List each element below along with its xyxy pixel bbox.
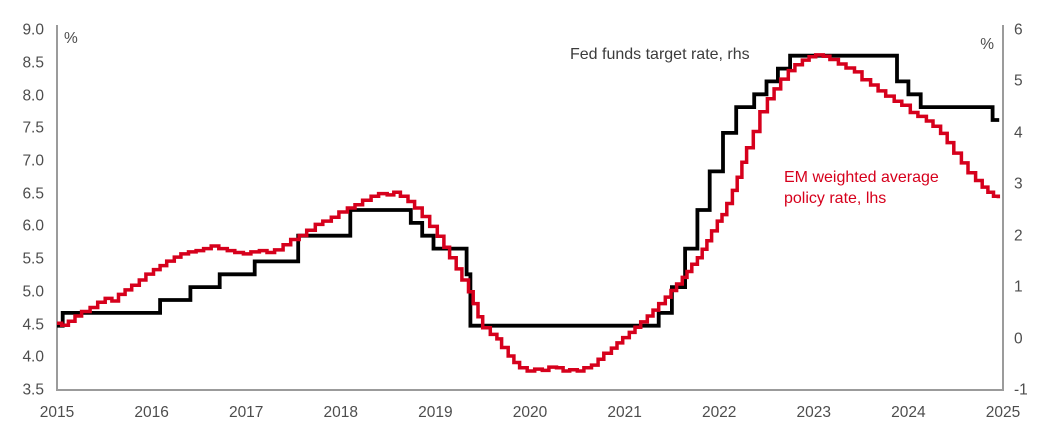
- x-axis-tick-label: 2015: [39, 404, 75, 421]
- left-axis-tick-label: 8.0: [22, 86, 44, 104]
- right-axis-tick-label: 0: [1014, 329, 1023, 347]
- x-axis-tick-label: 2025: [985, 404, 1021, 421]
- x-axis-tick-label: 2021: [607, 404, 642, 421]
- left-axis-tick-label: 4.0: [22, 348, 44, 366]
- left-axis-tick-label: 9.0: [22, 21, 44, 39]
- left-axis-tick-label: 4.5: [22, 315, 44, 333]
- right-axis-tick-label: 6: [1014, 21, 1023, 39]
- right-axis-unit-label: %: [980, 36, 994, 53]
- x-axis-tick-label: 2017: [228, 404, 264, 421]
- right-axis-tick-label: 1: [1014, 278, 1023, 296]
- left-axis-tick-label: 8.5: [22, 53, 44, 71]
- right-axis-tick-label: 5: [1014, 72, 1023, 90]
- em-policy-rate-series-label: EM weighted average policy rate, lhs: [784, 169, 939, 207]
- left-axis-tick-label: 5.5: [22, 250, 44, 268]
- left-axis-unit-label: %: [64, 30, 78, 47]
- x-axis-tick-label: 2022: [701, 404, 737, 421]
- left-axis-tick-label: 6.0: [22, 217, 44, 235]
- fed-funds-series-label: Fed funds target rate, rhs: [570, 46, 750, 63]
- right-axis-tick-label: 3: [1014, 175, 1023, 193]
- x-axis-tick-label: 2023: [796, 404, 832, 421]
- right-axis-tick-label: 4: [1014, 124, 1023, 142]
- left-axis-tick-label: 3.5: [22, 381, 44, 399]
- em-policy-rate-line: [57, 53, 1001, 373]
- x-axis-tick-label: 2020: [512, 404, 548, 421]
- x-axis-tick-label: 2018: [323, 404, 359, 421]
- fed-funds-line: [57, 53, 1000, 328]
- left-axis-tick-label: 7.0: [22, 152, 44, 170]
- x-axis-tick-label: 2024: [891, 404, 926, 421]
- x-axis-tick-label: 2016: [134, 404, 169, 421]
- x-axis-tick-label: 2019: [418, 404, 453, 421]
- right-axis-tick-label: 2: [1014, 226, 1023, 244]
- left-axis-tick-label: 6.5: [22, 184, 44, 202]
- left-axis-tick-label: 7.5: [22, 119, 44, 137]
- right-axis-tick-label: -1: [1014, 381, 1028, 399]
- left-axis-tick-label: 5.0: [22, 283, 44, 301]
